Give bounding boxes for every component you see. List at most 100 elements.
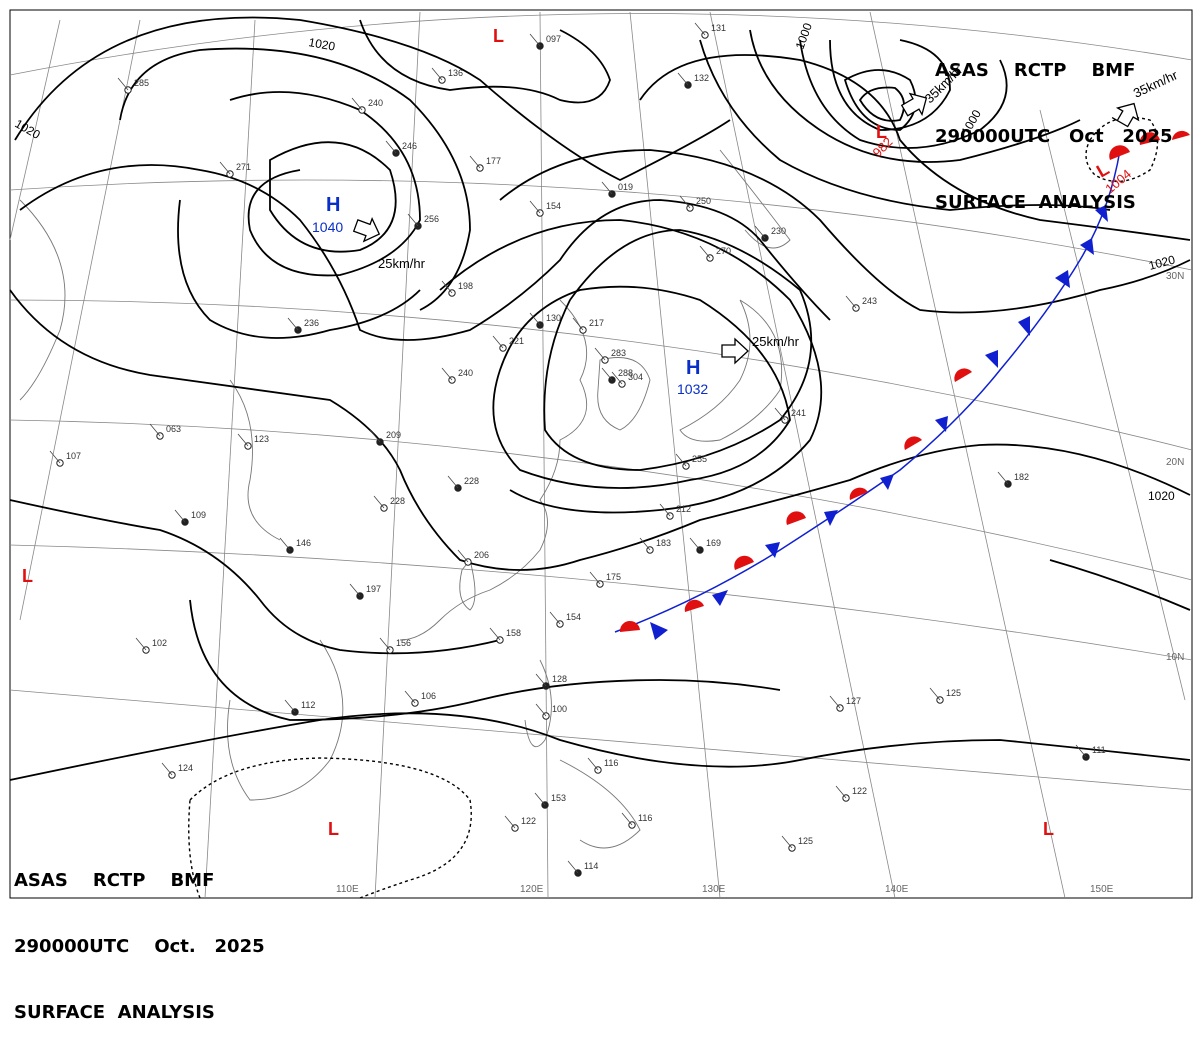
wind-barb (489, 627, 501, 641)
station-pressure: 100 (552, 704, 567, 714)
station-pressure: 206 (474, 550, 489, 560)
station-pressure: 212 (676, 504, 691, 514)
station-pressure: 175 (606, 572, 621, 582)
longitude-label: 120E (520, 884, 544, 895)
station-pressure: 111 (1092, 745, 1106, 755)
wind-barb (781, 835, 793, 849)
station-pressure: 132 (694, 73, 709, 83)
chart-footer: ASAS RCTP BMF 290000UTC Oct. 2025 SURFAC… (14, 826, 265, 1046)
station-pressure: 221 (509, 336, 524, 346)
station-pressure: 102 (152, 638, 167, 648)
station-pressure: 112 (301, 700, 315, 710)
wind-barb (287, 317, 299, 331)
latitude-label: 10N (1166, 652, 1184, 663)
wind-barb (441, 280, 453, 294)
station-pressure: 250 (696, 196, 711, 206)
station-pressure: 255 (692, 454, 707, 464)
wind-barb (492, 335, 504, 349)
graticule (9, 11, 1193, 899)
wind-barb (534, 792, 546, 806)
isobars (9, 16, 1191, 781)
cold-front-line (614, 149, 1121, 633)
station-pressure: 158 (506, 628, 521, 638)
low-pressure-value: 982 (870, 134, 896, 160)
station-pressure: 154 (566, 612, 581, 622)
wind-barb (675, 453, 687, 467)
station-pressure: 241 (791, 408, 806, 418)
wind-barb (659, 503, 671, 517)
cold-front-triangles (650, 205, 1108, 640)
station-pressure: 130 (546, 313, 561, 323)
wind-barb (677, 72, 689, 86)
wind-barb (149, 423, 161, 437)
warm-front-semicircles (619, 130, 1190, 632)
station-pressure: 019 (618, 182, 633, 192)
weather-map: 097 136 240 246 177 154 019 250 131 132 285 271 256 1… (9, 9, 1193, 899)
wind-barb (1075, 744, 1087, 758)
wind-barb (639, 537, 651, 551)
wind-barb (529, 312, 541, 326)
station-pressure: 125 (798, 836, 813, 846)
header-line-agency: ASAS RCTP BMF (935, 60, 1136, 81)
high-symbol: H (326, 194, 340, 216)
wind-barb (385, 140, 397, 154)
wind-barb (535, 673, 547, 687)
station-pressure: 197 (366, 584, 381, 594)
footer-line-agency: ASAS RCTP BMF (14, 870, 215, 891)
wind-barb (379, 637, 391, 651)
station-pressure: 228 (464, 476, 479, 486)
station-pressure: 063 (166, 424, 181, 434)
latitude-label: 20N (1166, 457, 1184, 468)
station-pressure: 146 (296, 538, 311, 548)
station-pressure: 128 (552, 674, 567, 684)
wind-barb (835, 785, 847, 799)
high-symbol: H (686, 357, 700, 379)
wind-barb (572, 317, 584, 331)
wind-barb (611, 371, 623, 385)
wind-barb (699, 245, 711, 259)
graticule-labels: 110E 120E 130E 140E 150E 30N 20N 10N (336, 271, 1184, 895)
isobar-label: 1020 (1147, 252, 1177, 273)
low-symbol: L (22, 566, 33, 586)
wind-barb (441, 367, 453, 381)
wind-barb (349, 583, 361, 597)
wind-barb (135, 637, 147, 651)
station-pressure: 304 (628, 372, 643, 382)
wind-barb (174, 509, 186, 523)
station-pressure: 183 (656, 538, 671, 548)
station-pressure: 131 (711, 23, 726, 33)
motion-arrow-icon (900, 92, 928, 117)
wind-barb (469, 155, 481, 169)
high-pressure-value: 1032 (677, 381, 708, 397)
low-symbol: L (1043, 819, 1054, 839)
station-pressure: 246 (402, 141, 417, 151)
station-pressure: 125 (946, 688, 961, 698)
station-pressure: 154 (546, 201, 561, 211)
wind-barb (529, 200, 541, 214)
wind-barb (404, 690, 416, 704)
wind-barb (929, 687, 941, 701)
wind-barb (679, 195, 691, 209)
station-pressure: 122 (852, 786, 867, 796)
motion-arrow-icon (721, 337, 749, 365)
wind-barb (594, 347, 606, 361)
wind-barb (774, 407, 786, 421)
station-pressure: 169 (706, 538, 721, 548)
wind-barb (997, 471, 1009, 485)
wind-barb (621, 812, 633, 826)
isobar-label: 1000 (793, 21, 815, 51)
station-pressure: 097 (546, 34, 561, 44)
wind-barb (407, 213, 419, 227)
motion-arrow-icon (352, 217, 381, 243)
station-pressure: 198 (458, 281, 473, 291)
station-plots: 097 136 240 246 177 154 019 250 131 132 285 271 256 1… (49, 22, 1106, 877)
wind-barb (369, 429, 381, 443)
wind-barb (457, 549, 469, 563)
wind-barb (279, 537, 291, 551)
isobar-label: 1020 (307, 35, 336, 53)
wind-barb (219, 161, 231, 175)
wind-barb (589, 571, 601, 585)
low-symbol: L (876, 122, 887, 142)
station-pressure: 114 (584, 861, 598, 871)
longitude-label: 130E (702, 884, 726, 895)
